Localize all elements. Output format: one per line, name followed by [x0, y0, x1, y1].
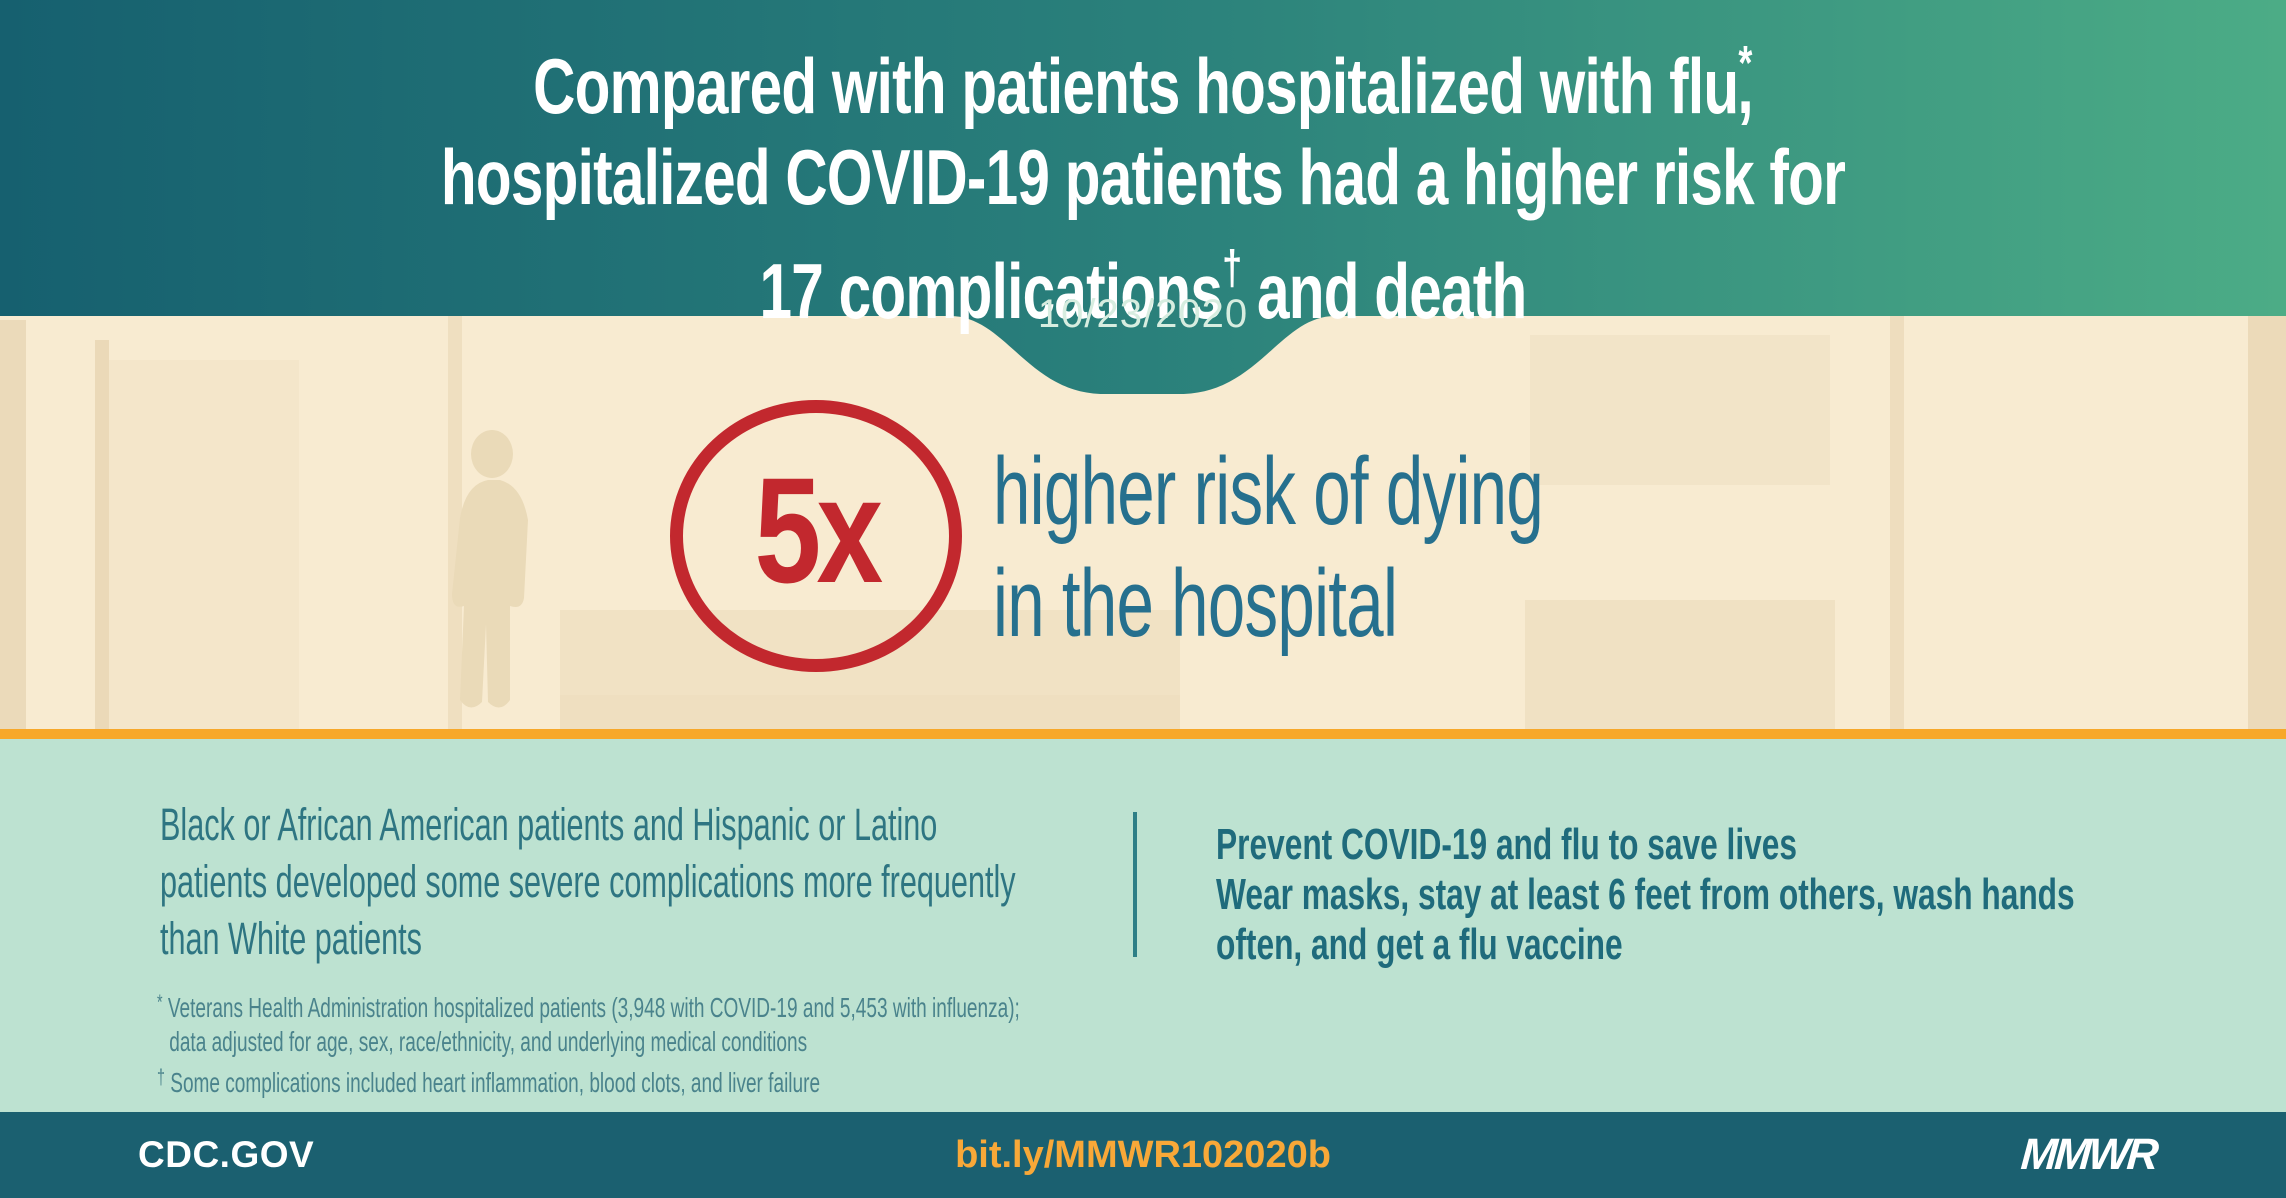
header-curve	[0, 0, 2286, 394]
wall-box-lower	[1525, 600, 1835, 740]
title-line-1: Compared with patients hospitalized with…	[533, 37, 1754, 130]
title-line-3: 17 complications† and death	[759, 242, 1528, 335]
footnote-2: † Some complications included heart infl…	[157, 1066, 821, 1098]
corridor-line-right	[1890, 310, 1904, 740]
wall-line	[448, 315, 462, 740]
footnote-1-line-2: data adjusted for age, sex, race/ethnici…	[169, 1026, 808, 1057]
corridor-shadow-left	[0, 320, 26, 740]
person-silhouette	[452, 430, 528, 708]
orange-divider	[0, 729, 2286, 739]
column-divider	[1133, 812, 1137, 957]
dagger-marker: †	[1222, 242, 1242, 295]
multiplier-ring: 5x	[670, 400, 962, 672]
dagger-footnote-marker: †	[157, 1066, 165, 1089]
multiplier-value: 5x	[754, 445, 883, 614]
asterisk-marker: *	[1738, 37, 1753, 90]
title-line-2: hospitalized COVID-19 patients had a hig…	[440, 133, 1846, 221]
asterisk-footnote-marker: *	[157, 991, 163, 1014]
bitly-link[interactable]: bit.ly/MMWR102020b	[955, 1133, 1331, 1176]
footnote-1-line-1: * Veterans Health Administration hospita…	[157, 991, 1020, 1023]
disparity-text: Black or African American patients and H…	[160, 799, 1016, 964]
hospital-backdrop	[0, 300, 2286, 740]
prevention-text: Prevent COVID-19 and flu to save lives W…	[1216, 820, 2075, 969]
footnotes: * Veterans Health Administration hospita…	[157, 986, 1426, 1100]
publication-date: 10/23/2020	[1037, 292, 1249, 336]
risk-statement: higher risk of dying in the hospital	[993, 438, 1544, 657]
lower-section	[0, 739, 2286, 1112]
wall-sign-box	[1530, 335, 1830, 485]
door-panel	[109, 360, 299, 740]
header-banner	[0, 0, 2286, 394]
corridor-edge-right	[2248, 300, 2286, 740]
page-title: Compared with patients hospitalized with…	[0, 18, 2286, 337]
door-frame-line	[95, 340, 109, 740]
footer-bar: CDC.GOV bit.ly/MMWR102020b MMWR	[0, 1112, 2286, 1198]
cdc-gov-link[interactable]: CDC.GOV	[138, 1134, 315, 1175]
mmwr-logo: MMWR	[2019, 1130, 2158, 1179]
